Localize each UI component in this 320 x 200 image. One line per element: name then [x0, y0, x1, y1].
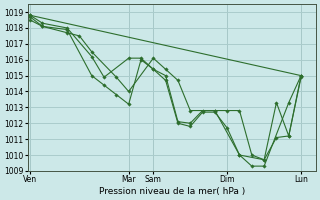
X-axis label: Pression niveau de la mer( hPa ): Pression niveau de la mer( hPa ): [99, 187, 245, 196]
